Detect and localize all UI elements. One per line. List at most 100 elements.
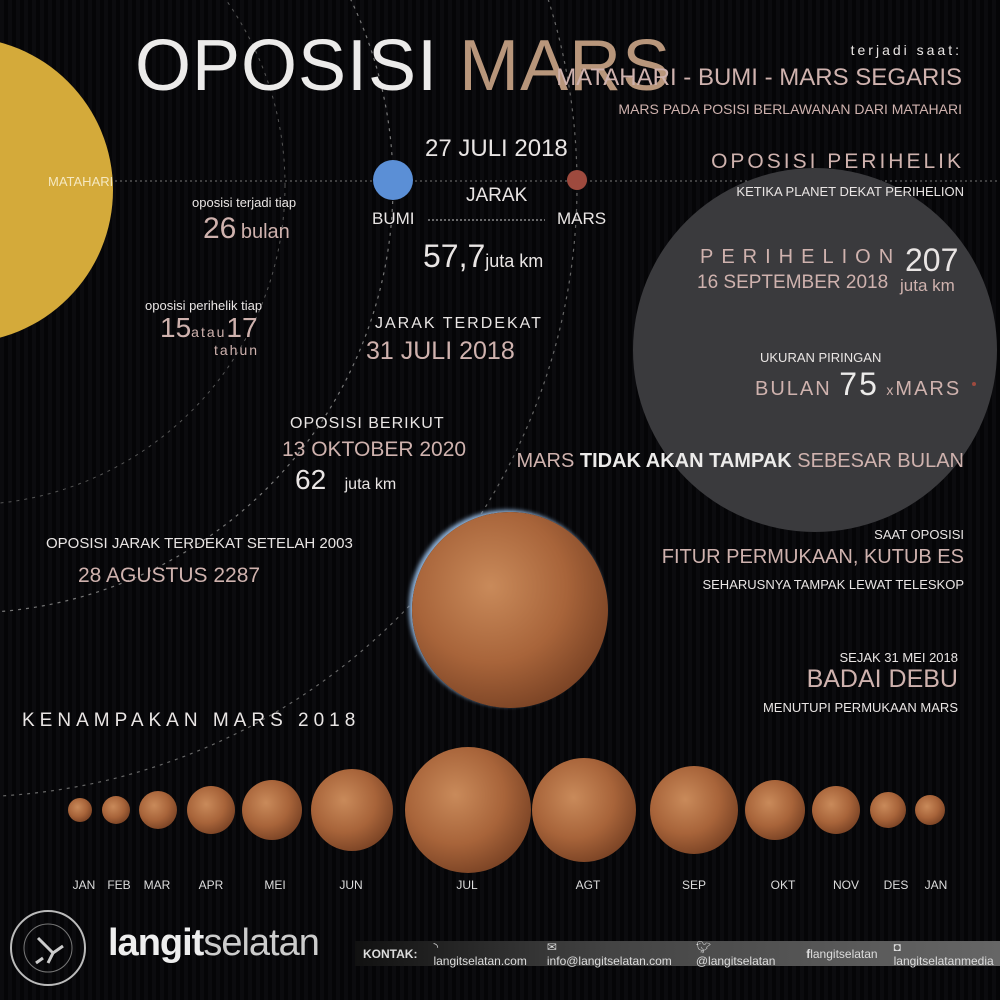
contact-label: KONTAK: <box>363 946 418 961</box>
twitter-icon: 🐦︎ <box>695 939 712 954</box>
occurs-headline: MATAHARI - BUMI - MARS SEGARIS <box>556 64 962 91</box>
month-label: MEI <box>264 878 286 892</box>
envelope-icon: ✉ <box>546 939 557 954</box>
distance-number: 57,7 <box>423 238 486 274</box>
features-sub: SEHARUSNYA TAMPAK LEWAT TELESKOP <box>702 577 964 592</box>
period-unit: bulan <box>240 221 290 243</box>
perihelion-label: PERIHELION <box>700 246 902 268</box>
month-label: DES <box>883 878 909 892</box>
facebook-link[interactable]: flangitselatan <box>806 947 877 961</box>
langitselatan-logo[interactable]: langitselatan <box>108 922 320 965</box>
month-label: NOV <box>832 878 860 892</box>
perihelion-distance: 207 <box>905 242 959 278</box>
month-label: JAN <box>924 878 948 892</box>
mars-mar <box>139 791 177 829</box>
instagram-link[interactable]: ◘ langitselatanmedia <box>894 940 1000 968</box>
period-value: 26 bulan <box>203 212 290 246</box>
instagram-icon: ◘ <box>893 939 901 954</box>
times-sign: x <box>886 382 896 398</box>
mars-jul <box>405 747 531 873</box>
month-label: FEB <box>107 878 131 892</box>
perihelic-sub: KETIKA PLANET DEKAT PERIHELION <box>736 184 964 199</box>
distance-unit: juta km <box>485 251 544 271</box>
earth <box>373 160 413 200</box>
facebook-icon: f <box>806 946 811 961</box>
astro101-seal-logo <box>10 910 86 986</box>
contact-bar: KONTAK: ◝ langitselatan.com ✉ info@langi… <box>355 940 1000 968</box>
instagram-text: langitselatanmedia <box>893 953 994 968</box>
disk-size-label: UKURAN PIRINGAN <box>760 350 882 365</box>
mars-photo <box>412 512 608 708</box>
dust-sub: MENUTUPI PERMUKAAN MARS <box>762 700 958 715</box>
mars-jan <box>68 798 92 822</box>
outer-orbit <box>0 0 286 504</box>
facebook-text: langitselatan <box>810 946 878 961</box>
occurs-sub: MARS PADA POSISI BERLAWANAN DARI MATAHAR… <box>618 101 962 117</box>
mars-des <box>870 792 906 828</box>
month-label: AGT <box>575 878 601 892</box>
moon-disk <box>633 168 997 532</box>
month-label: APR <box>198 878 224 892</box>
next-distance: 62 juta km <box>295 464 396 496</box>
dust-title: BADAI DEBU <box>806 665 958 693</box>
features-title: FITUR PERMUKAAN, KUTUB ES <box>661 546 964 568</box>
closest-after-2003-date: 28 AGUSTUS 2287 <box>78 564 261 587</box>
title-mars: MARS <box>459 26 672 106</box>
closest-after-2003-label: OPOSISI JARAK TERDEKAT SETELAH 2003 <box>46 535 353 552</box>
period-label: oposisi terjadi tiap <box>192 195 297 210</box>
perihelic-period-label: oposisi perihelik tiap <box>145 298 263 313</box>
occurs-intro: terjadi saat: <box>850 42 962 58</box>
period-number: 26 <box>203 212 237 245</box>
mars-apr <box>187 786 235 834</box>
title-oposisi: OPOSISI <box>135 26 439 106</box>
next-label: OPOSISI BERIKUT <box>290 415 445 432</box>
mars-nov <box>812 786 860 834</box>
not-as-big-1: MARS <box>516 450 575 472</box>
next-distance-number: 62 <box>295 464 327 495</box>
perihelic-period-values: 15atau17 <box>160 312 258 344</box>
mars-word: MARS <box>895 378 962 400</box>
month-label: MAR <box>143 878 171 892</box>
mars-dot <box>567 170 587 190</box>
value-15: 15 <box>160 312 192 343</box>
sun-label: MATAHARI <box>48 174 114 189</box>
closest-label: JARAK TERDEKAT <box>375 315 543 332</box>
month-label: SEP <box>681 878 707 892</box>
appearance-title: KENAMPAKAN MARS 2018 <box>22 710 361 731</box>
perihelion-unit: juta km <box>900 276 955 295</box>
not-as-big-3: SEBESAR BULAN <box>797 450 964 472</box>
mars-okt <box>745 780 805 840</box>
month-label: JUL <box>456 878 478 892</box>
mars-feb <box>102 796 130 824</box>
mars-sep <box>650 766 738 854</box>
mars-scale-dot <box>972 382 976 386</box>
sun <box>0 42 113 338</box>
distance-value: 57,7juta km <box>423 238 543 275</box>
perihelion-date: 16 SEPTEMBER 2018 <box>697 272 889 293</box>
dust-label: SEJAK 31 MEI 2018 <box>839 650 958 665</box>
twitter-text: @langitselatan <box>695 953 776 968</box>
distance-label: JARAK <box>466 185 528 206</box>
page-title: OPOSISI MARS <box>135 30 671 102</box>
month-label: OKT <box>770 878 796 892</box>
month-label: JUN <box>339 878 363 892</box>
mars-mei <box>242 780 302 840</box>
email-link[interactable]: ✉ info@langitselatan.com <box>547 940 680 968</box>
logo-bold: langit <box>108 922 204 964</box>
disk-size-compare: BULAN 75 xMARS <box>755 366 961 403</box>
website-link[interactable]: ◝ langitselatan.com <box>433 940 530 968</box>
disk-ratio: 75 <box>839 366 879 402</box>
perihelic-period-unit: tahun <box>214 342 260 358</box>
twitter-link[interactable]: 🐦︎ @langitselatan <box>696 940 790 968</box>
mars-jan-2019 <box>915 795 945 825</box>
website-text: langitselatan.com <box>433 953 527 968</box>
closest-date: 31 JULI 2018 <box>366 337 515 365</box>
mars-label: MARS <box>557 209 607 228</box>
logo-light: selatan <box>203 922 320 964</box>
rss-icon: ◝ <box>433 939 439 954</box>
next-date: 13 OKTOBER 2020 <box>282 438 467 461</box>
month-label: JAN <box>72 878 96 892</box>
moon-word: BULAN <box>755 378 832 400</box>
earth-label: BUMI <box>372 209 415 228</box>
